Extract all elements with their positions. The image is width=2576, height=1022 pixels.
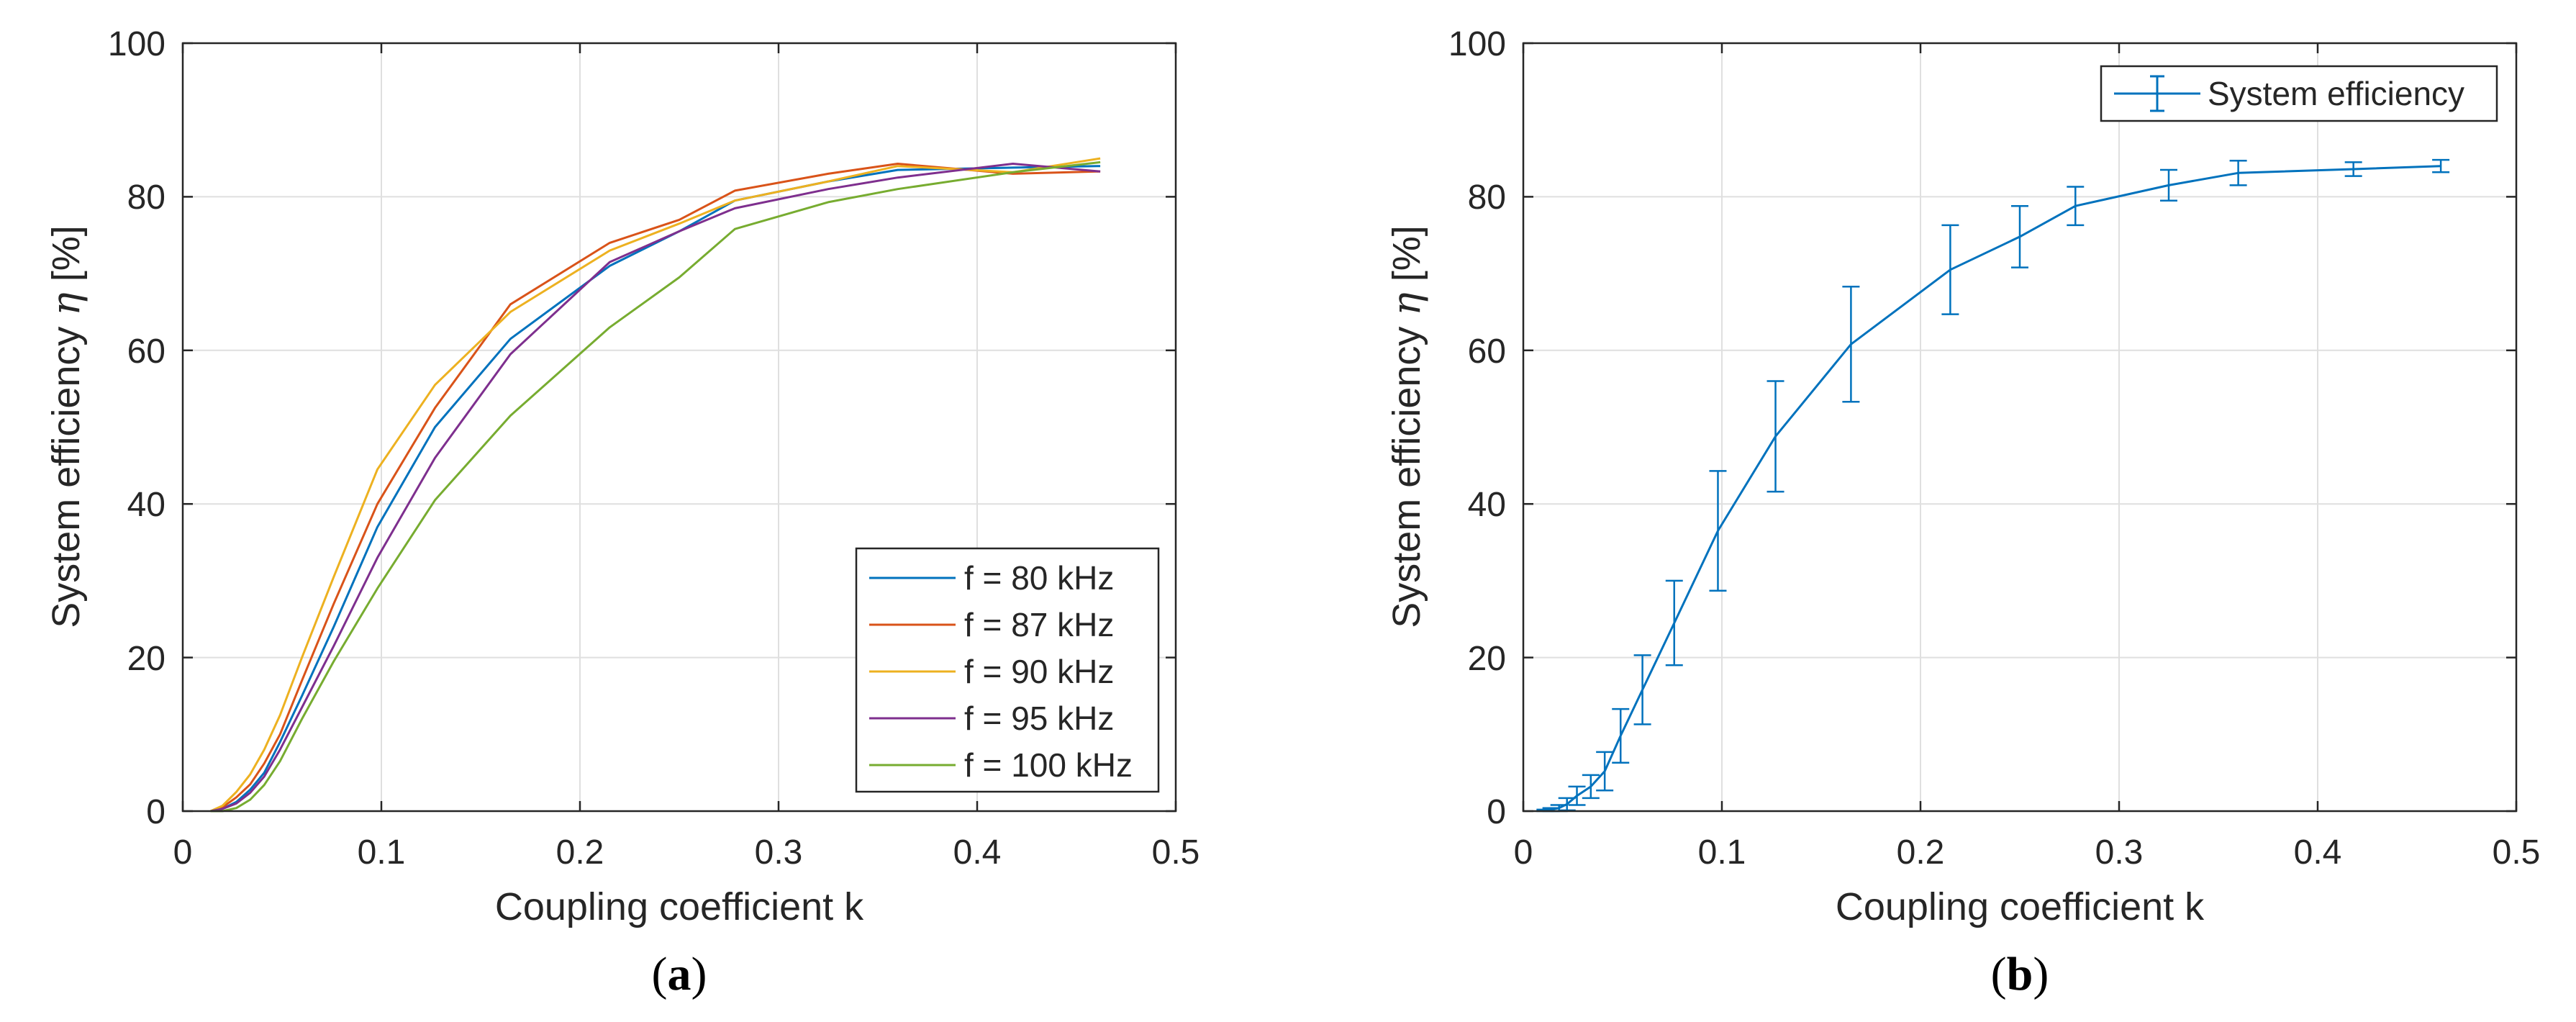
x-tick-label: 0: [1514, 833, 1533, 872]
y-tick-label: 60: [1468, 333, 1506, 371]
axes-frame-b: [1522, 42, 2518, 813]
series-line-4: [210, 163, 1101, 813]
panel-caption-letter: a: [668, 948, 691, 1000]
x-tick-label: 0.5: [2493, 833, 2541, 872]
y-tick-label: 80: [1468, 178, 1506, 217]
y-axis-label-symbol: η: [1384, 292, 1429, 315]
y-tick-label: 60: [127, 333, 165, 371]
x-tick-label: 0.4: [2294, 833, 2342, 872]
ticks-a: [181, 42, 1177, 813]
legend-label: System efficiency: [2208, 75, 2464, 112]
legend-entry: f = 80 kHz: [869, 559, 1114, 597]
legend-entry: System efficiency: [2114, 75, 2464, 112]
legend-box-a: [855, 547, 1160, 793]
y-tick-label: 40: [127, 486, 165, 524]
chart-panel-a: 0 0.1 0.2 0.3 0.4 0.5 0 20 40 60 80 100 …: [43, 25, 1199, 1000]
panel-caption-letter: b: [2007, 948, 2033, 1000]
legend-label: f = 90 kHz: [964, 653, 1114, 690]
y-tick-label: 100: [1448, 25, 1506, 63]
y-tick-labels-b: 0 20 40 60 80 100: [1448, 25, 1506, 831]
y-tick-label: 0: [146, 793, 165, 831]
x-tick-label: 0.2: [556, 833, 604, 872]
legend-label: f = 100 kHz: [964, 746, 1133, 784]
x-tick-label: 0.3: [755, 833, 803, 872]
legend-a: f = 80 kHz f = 87 kHz f = 90 kHz f = 95 …: [855, 547, 1160, 793]
x-tick-label: 0.3: [2095, 833, 2144, 872]
panel-caption-b: (b): [1991, 948, 2049, 1000]
legend-label: f = 80 kHz: [964, 559, 1114, 597]
legend-label: f = 95 kHz: [964, 700, 1114, 737]
x-axis-label-a: Coupling coefficient k: [495, 885, 864, 928]
x-axis-label-b: Coupling coefficient k: [1836, 885, 2205, 928]
y-tick-label: 80: [127, 178, 165, 217]
ticks-b: [1522, 42, 2518, 813]
y-axis-label-symbol: η: [43, 292, 89, 315]
panel-caption-a: (a): [652, 948, 707, 1000]
legend-entry: f = 100 kHz: [869, 746, 1133, 784]
series-line-3: [209, 157, 1101, 813]
y-axis-label-text: System efficiency: [1385, 316, 1428, 628]
y-tick-labels-a: 0 20 40 60 80 100: [108, 25, 165, 831]
y-axis-label-unit: [%]: [1385, 225, 1428, 292]
series-line-1: [1545, 165, 2441, 812]
y-tick-label: 20: [127, 640, 165, 678]
x-tick-label: 0.2: [1897, 833, 1945, 872]
series-line-2: [210, 163, 1101, 813]
legend-b: System efficiency: [2100, 65, 2498, 122]
y-axis-label-b: System efficiency η [%]: [1384, 225, 1429, 628]
series-group-b: [1536, 158, 2450, 813]
x-tick-labels-a: 0 0.1 0.2 0.3 0.4 0.5: [173, 833, 1200, 872]
y-axis-label-text: System efficiency: [45, 316, 88, 628]
x-tick-label: 0.4: [953, 833, 1002, 872]
chart-panel-b: 0 0.1 0.2 0.3 0.4 0.5 0 20 40 60 80 100 …: [1384, 25, 2540, 1000]
y-tick-label: 20: [1468, 640, 1506, 678]
series-group-a: [209, 157, 1101, 813]
x-tick-label: 0.5: [1152, 833, 1200, 872]
legend-entry: f = 90 kHz: [869, 653, 1114, 690]
y-axis-label-unit: [%]: [45, 225, 88, 292]
series-line-5: [210, 160, 1101, 813]
y-tick-label: 100: [108, 25, 165, 63]
x-tick-label: 0.1: [1698, 833, 1746, 872]
x-tick-label: 0.1: [358, 833, 406, 872]
y-tick-label: 40: [1468, 486, 1506, 524]
grid-b: [1523, 42, 2517, 812]
legend-label: f = 87 kHz: [964, 606, 1114, 643]
axes-frame-a: [181, 42, 1177, 813]
legend-entry: f = 95 kHz: [869, 700, 1114, 737]
y-tick-label: 0: [1487, 793, 1506, 831]
x-tick-label: 0: [173, 833, 193, 872]
y-axis-label-a: System efficiency η [%]: [43, 225, 89, 628]
legend-entry: f = 87 kHz: [869, 606, 1114, 643]
x-tick-labels-b: 0 0.1 0.2 0.3 0.4 0.5: [1514, 833, 2541, 872]
